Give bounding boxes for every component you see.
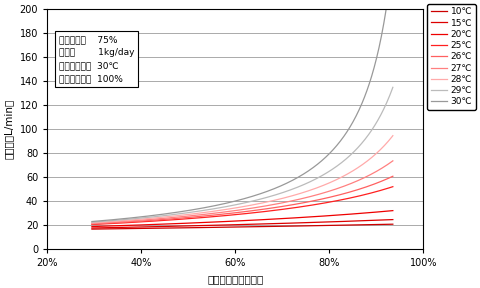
20℃: [232, 219, 238, 223]
15℃: [252, 222, 258, 226]
30℃: [374, 54, 380, 57]
29℃: [234, 203, 240, 206]
27℃: [89, 222, 95, 225]
Line: 20℃: 20℃: [92, 211, 393, 227]
28℃: [234, 206, 240, 209]
27℃: [390, 159, 396, 162]
27℃: [336, 186, 341, 190]
26℃: [390, 175, 396, 178]
26℃: [252, 209, 258, 212]
10℃: [383, 223, 388, 226]
20℃: [252, 218, 258, 222]
20℃: [268, 217, 274, 221]
28℃: [252, 203, 258, 206]
X-axis label: 入口空気湿度（－）: 入口空気湿度（－）: [207, 274, 264, 284]
10℃: [390, 222, 396, 226]
25℃: [234, 213, 240, 216]
20℃: [390, 209, 396, 212]
30℃: [144, 214, 150, 218]
27℃: [268, 203, 274, 207]
15℃: [336, 220, 341, 223]
10℃: [89, 228, 95, 231]
29℃: [336, 163, 341, 167]
15℃: [234, 223, 240, 226]
26℃: [268, 206, 274, 210]
29℃: [89, 221, 95, 224]
Text: 屑外含水量    75%
投入量        1kg/day
出口空気温度  30℃
出口空気湿度  100%: 屑外含水量 75% 投入量 1kg/day 出口空気温度 30℃ 出口空気湿度 …: [59, 35, 134, 84]
10℃: [252, 225, 258, 228]
Line: 29℃: 29℃: [92, 87, 393, 222]
29℃: [390, 86, 396, 89]
Line: 26℃: 26℃: [92, 176, 393, 224]
28℃: [232, 206, 238, 210]
10℃: [336, 223, 341, 227]
25℃: [390, 185, 396, 188]
Legend: 10℃, 15℃, 20℃, 25℃, 26℃, 27℃, 28℃, 29℃, 30℃: 10℃, 15℃, 20℃, 25℃, 26℃, 27℃, 28℃, 29℃, …: [427, 4, 476, 110]
10℃: [232, 225, 238, 229]
26℃: [89, 222, 95, 226]
20℃: [234, 219, 240, 223]
25℃: [268, 209, 274, 213]
30℃: [246, 196, 252, 199]
Line: 25℃: 25℃: [92, 187, 393, 225]
29℃: [232, 203, 238, 207]
28℃: [390, 134, 396, 137]
28℃: [268, 199, 274, 203]
20℃: [336, 213, 341, 217]
29℃: [268, 194, 274, 198]
30℃: [280, 183, 286, 187]
15℃: [268, 222, 274, 226]
15℃: [89, 226, 95, 230]
30℃: [223, 202, 228, 205]
26℃: [234, 211, 240, 214]
20℃: [89, 225, 95, 228]
25℃: [232, 213, 238, 216]
25℃: [252, 211, 258, 214]
15℃: [232, 223, 238, 226]
Line: 15℃: 15℃: [92, 219, 393, 228]
30℃: [89, 220, 95, 223]
30℃: [384, 7, 389, 10]
10℃: [234, 225, 240, 229]
29℃: [383, 103, 388, 107]
28℃: [383, 143, 388, 146]
Line: 30℃: 30℃: [92, 9, 386, 221]
15℃: [383, 218, 388, 221]
27℃: [252, 206, 258, 209]
30℃: [379, 31, 385, 35]
27℃: [232, 209, 238, 212]
25℃: [89, 223, 95, 226]
26℃: [232, 211, 238, 215]
Line: 27℃: 27℃: [92, 161, 393, 223]
27℃: [234, 209, 240, 212]
Line: 10℃: 10℃: [92, 224, 393, 229]
29℃: [252, 199, 258, 202]
28℃: [336, 177, 341, 180]
27℃: [383, 164, 388, 168]
25℃: [336, 199, 341, 202]
26℃: [336, 193, 341, 197]
20℃: [383, 210, 388, 213]
10℃: [268, 225, 274, 228]
26℃: [383, 178, 388, 181]
25℃: [383, 187, 388, 191]
Y-axis label: 通気量（L/min）: 通気量（L/min）: [4, 99, 14, 159]
28℃: [89, 221, 95, 225]
15℃: [390, 218, 396, 221]
Line: 28℃: 28℃: [92, 136, 393, 223]
